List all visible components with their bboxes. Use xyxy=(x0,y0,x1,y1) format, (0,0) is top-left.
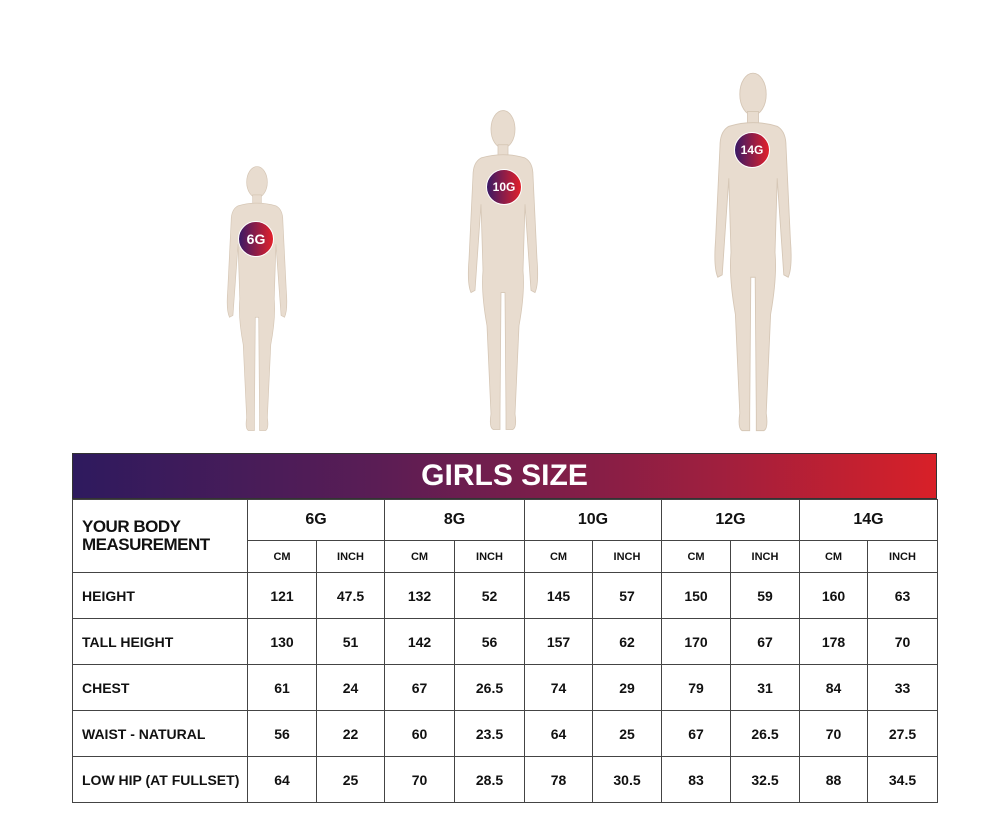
size-header: 8G xyxy=(384,499,525,541)
unit-header: INCH xyxy=(316,540,385,573)
table-row: WAIST - NATURAL 56 22 60 23.5 64 25 67 26.5 70 27.… xyxy=(72,710,938,757)
table-cell: 59 xyxy=(730,572,800,619)
table-cell: 23.5 xyxy=(454,710,525,757)
table-cell: 60 xyxy=(384,710,455,757)
table-cell: 57 xyxy=(592,572,662,619)
size-header-row: YOUR BODY MEASUREMENT 6G 8G 10G 12G 14G xyxy=(72,499,938,573)
unit-header: CM xyxy=(384,540,455,573)
row-label: TALL HEIGHT xyxy=(72,618,248,665)
table-cell: 25 xyxy=(592,710,662,757)
table-cell: 30.5 xyxy=(592,756,662,803)
unit-header: CM xyxy=(524,540,593,573)
mannequin-10g xyxy=(453,105,553,436)
table-cell: 33 xyxy=(867,664,938,711)
corner-label: YOUR BODY MEASUREMENT xyxy=(72,499,248,573)
table-row: CHEST 61 24 67 26.5 74 29 79 31 84 33 xyxy=(72,664,938,711)
unit-header: INCH xyxy=(867,540,938,573)
table-cell: 26.5 xyxy=(454,664,525,711)
table-cell: 27.5 xyxy=(867,710,938,757)
size-badge-14g: 14G xyxy=(734,132,770,168)
row-label: HEIGHT xyxy=(72,572,248,619)
size-header: 10G xyxy=(524,499,662,541)
table-cell: 62 xyxy=(592,618,662,665)
table-cell: 132 xyxy=(384,572,455,619)
table-cell: 70 xyxy=(799,710,868,757)
size-table: YOUR BODY MEASUREMENT 6G 8G 10G 12G 14G CM INCH… xyxy=(72,499,938,803)
size-header: 12G xyxy=(661,499,800,541)
table-cell: 160 xyxy=(799,572,868,619)
table-cell: 64 xyxy=(524,710,593,757)
chart-title: GIRLS SIZE xyxy=(72,453,937,499)
table-cell: 142 xyxy=(384,618,455,665)
table-cell: 63 xyxy=(867,572,938,619)
table-cell: 150 xyxy=(661,572,731,619)
table-cell: 170 xyxy=(661,618,731,665)
table-cell: 24 xyxy=(316,664,385,711)
table-row: HEIGHT 121 47.5 132 52 145 57 150 59 160 63 xyxy=(72,572,938,619)
mannequin-6g xyxy=(214,162,300,436)
table-cell: 31 xyxy=(730,664,800,711)
table-cell: 121 xyxy=(247,572,317,619)
table-cell: 56 xyxy=(454,618,525,665)
table-cell: 130 xyxy=(247,618,317,665)
table-cell: 26.5 xyxy=(730,710,800,757)
mannequin-14g xyxy=(698,67,808,438)
table-cell: 67 xyxy=(661,710,731,757)
table-cell: 79 xyxy=(661,664,731,711)
size-chart: GIRLS SIZE YOUR BODY MEASUREMENT 6G 8G 10G 1… xyxy=(72,453,938,803)
table-cell: 34.5 xyxy=(867,756,938,803)
table-cell: 25 xyxy=(316,756,385,803)
table-cell: 61 xyxy=(247,664,317,711)
table-cell: 64 xyxy=(247,756,317,803)
table-cell: 88 xyxy=(799,756,868,803)
row-label: LOW HIP (AT FULLSET) xyxy=(72,756,248,803)
row-label: CHEST xyxy=(72,664,248,711)
table-cell: 56 xyxy=(247,710,317,757)
table-cell: 84 xyxy=(799,664,868,711)
table-cell: 78 xyxy=(524,756,593,803)
unit-header: INCH xyxy=(454,540,525,573)
row-label: WAIST - NATURAL xyxy=(72,710,248,757)
table-cell: 67 xyxy=(730,618,800,665)
table-cell: 32.5 xyxy=(730,756,800,803)
unit-header: CM xyxy=(247,540,317,573)
table-cell: 29 xyxy=(592,664,662,711)
table-cell: 52 xyxy=(454,572,525,619)
unit-header: INCH xyxy=(730,540,800,573)
table-cell: 67 xyxy=(384,664,455,711)
unit-header-row: CM INCH CM INCH CM INCH CM INCH CM INCH xyxy=(73,540,938,573)
table-row: TALL HEIGHT 130 51 142 56 157 62 170 67 178 70 xyxy=(72,618,938,665)
table-cell: 83 xyxy=(661,756,731,803)
unit-header: CM xyxy=(799,540,868,573)
size-header: 14G xyxy=(799,499,938,541)
table-cell: 28.5 xyxy=(454,756,525,803)
table-cell: 178 xyxy=(799,618,868,665)
table-cell: 22 xyxy=(316,710,385,757)
unit-header: INCH xyxy=(592,540,662,573)
size-badge-6g: 6G xyxy=(238,221,274,257)
size-header: 6G xyxy=(247,499,385,541)
table-cell: 157 xyxy=(524,618,593,665)
table-cell: 70 xyxy=(384,756,455,803)
table-cell: 74 xyxy=(524,664,593,711)
table-cell: 47.5 xyxy=(316,572,385,619)
size-badge-10g: 10G xyxy=(486,169,522,205)
table-cell: 145 xyxy=(524,572,593,619)
table-cell: 51 xyxy=(316,618,385,665)
unit-header: CM xyxy=(661,540,731,573)
table-cell: 70 xyxy=(867,618,938,665)
table-row: LOW HIP (AT FULLSET) 64 25 70 28.5 78 30.5 83 32… xyxy=(72,756,938,803)
